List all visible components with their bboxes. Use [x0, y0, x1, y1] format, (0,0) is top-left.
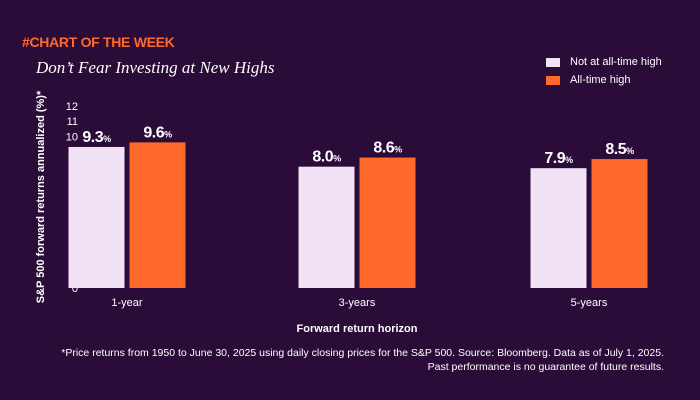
legend-label-ath: All-time high — [570, 74, 631, 86]
bar-not-ath — [298, 166, 355, 288]
legend-label-not-ath: Not at all-time high — [570, 56, 662, 68]
footnote-line-2: Past performance is no guarantee of futu… — [427, 361, 664, 373]
legend: Not at all-time high All-time high — [546, 54, 662, 90]
bar-not-ath — [530, 168, 587, 288]
data-label: 8.0% — [312, 149, 341, 166]
legend-swatch-not-ath — [546, 57, 560, 67]
data-label: 7.9% — [544, 150, 573, 167]
chart-tag: #CHART OF THE WEEK — [22, 34, 175, 50]
y-tick-label: 11 — [67, 116, 78, 128]
data-label: 8.5% — [605, 141, 634, 158]
y-tick-label: 10 — [66, 131, 78, 143]
bar-ath — [359, 157, 416, 288]
y-tick-label: 12 — [66, 101, 78, 113]
legend-item-ath: All-time high — [546, 72, 662, 88]
y-axis-label: S&P 500 forward returns annualized (%)* — [35, 90, 47, 303]
x-axis-label: Forward return horizon — [297, 323, 418, 335]
y-tick-label: 0 — [72, 283, 78, 295]
footnote-line-1: *Price returns from 1950 to June 30, 202… — [61, 347, 664, 359]
chart-title: Don’t Fear Investing at New Highs — [36, 58, 275, 77]
footnote: *Price returns from 1950 to June 30, 202… — [61, 346, 664, 374]
legend-swatch-ath — [546, 75, 560, 85]
bar-ath — [591, 159, 648, 288]
x-tick-label: 3-years — [339, 297, 376, 309]
legend-item-not-ath: Not at all-time high — [546, 54, 662, 70]
x-tick-label: 1-year — [111, 297, 143, 309]
x-tick-label: 5-years — [571, 297, 608, 309]
data-label: 9.6% — [143, 124, 172, 141]
data-label: 8.6% — [373, 140, 402, 157]
bar-not-ath — [68, 146, 125, 288]
data-label: 9.3% — [82, 129, 111, 146]
bar-ath — [129, 142, 186, 288]
